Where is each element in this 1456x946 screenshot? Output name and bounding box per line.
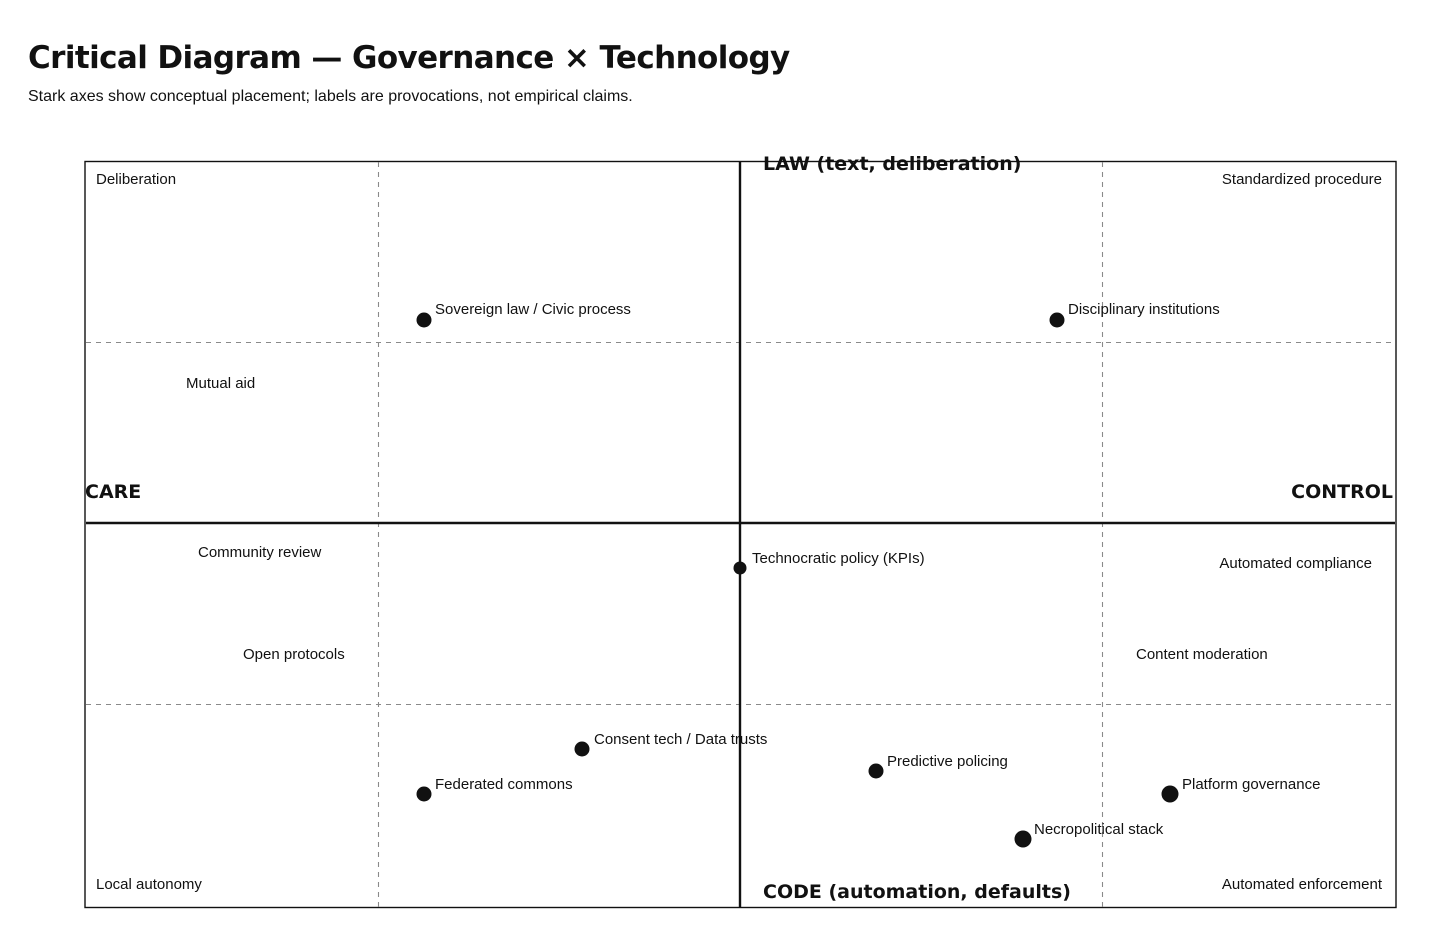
axis-label-control: CONTROL [1291, 481, 1393, 503]
axis-label-law: LAW (text, deliberation) [763, 153, 1021, 175]
point-marker-sovereign-law [416, 312, 432, 328]
point-marker-consent-tech [574, 741, 590, 757]
region-labels: Deliberation Standardized procedure Mutu… [96, 171, 1383, 893]
region-label-community-review: Community review [198, 544, 322, 561]
region-label-deliberation: Deliberation [96, 171, 176, 188]
axis-label-care: CARE [85, 481, 141, 503]
point-marker-platform-governance [1161, 785, 1179, 803]
point-marker-federated-commons [416, 786, 432, 802]
point-marker-necropolitical-stack [1014, 830, 1032, 848]
point-marker-technocratic-policy [733, 561, 747, 575]
point-label-sovereign-law: Sovereign law / Civic process [435, 301, 631, 318]
region-label-automated-enforcement: Automated enforcement [1222, 876, 1383, 893]
axis-label-code: CODE (automation, defaults) [763, 881, 1071, 903]
region-label-automated-compliance: Automated compliance [1219, 555, 1372, 572]
diagram-frame [84, 160, 1397, 909]
region-label-open-protocols: Open protocols [243, 646, 345, 663]
point-label-federated-commons: Federated commons [435, 776, 573, 793]
region-label-content-moderation: Content moderation [1136, 646, 1268, 663]
point-label-necropolitical-stack: Necropolitical stack [1034, 821, 1164, 838]
point-label-disciplinary-institutions: Disciplinary institutions [1068, 301, 1220, 318]
point-label-platform-governance: Platform governance [1182, 776, 1320, 793]
page-subtitle: Stark axes show conceptual placement; la… [28, 88, 633, 105]
point-labels: Sovereign law / Civic process Disciplina… [435, 301, 1320, 838]
page-title: Critical Diagram — Governance × Technolo… [28, 40, 790, 76]
point-marker-predictive-policing [868, 763, 884, 779]
region-label-mutual-aid: Mutual aid [186, 375, 255, 392]
region-label-standardized-procedure: Standardized procedure [1222, 171, 1382, 188]
point-label-consent-tech: Consent tech / Data trusts [594, 731, 767, 748]
point-marker-disciplinary-institutions [1049, 312, 1065, 328]
point-label-predictive-policing: Predictive policing [887, 753, 1008, 770]
region-label-local-autonomy: Local autonomy [96, 876, 202, 893]
point-label-technocratic-policy: Technocratic policy (KPIs) [752, 550, 925, 567]
point-markers [416, 312, 1179, 848]
